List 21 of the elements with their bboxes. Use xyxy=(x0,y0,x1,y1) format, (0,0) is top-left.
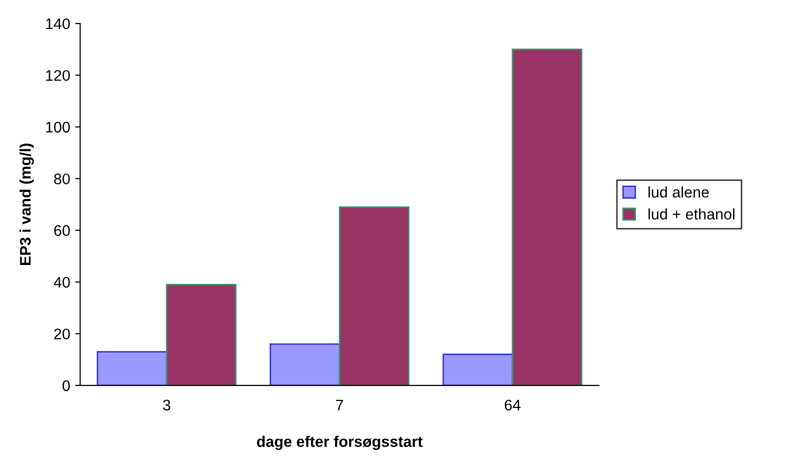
y-tick-label: 40 xyxy=(54,276,70,288)
y-axis-title: EP3 i vand (mg/l) xyxy=(20,144,34,265)
y-tick-label: 140 xyxy=(46,18,70,30)
x-tick-label: 7 xyxy=(336,400,344,410)
bar xyxy=(512,48,582,386)
x-axis-title: dage efter forsøgsstart xyxy=(256,436,423,450)
bar xyxy=(442,354,514,386)
bar xyxy=(166,284,236,386)
bar xyxy=(270,343,340,386)
x-tick-label: 3 xyxy=(162,400,170,411)
y-tick-label: 80 xyxy=(54,173,70,184)
y-tick-label: 120 xyxy=(46,70,70,81)
y-tick-label: 100 xyxy=(46,122,70,133)
y-tick-label: 60 xyxy=(54,225,70,236)
bar xyxy=(338,206,410,386)
legend-label: lud alene xyxy=(648,186,709,198)
bar xyxy=(96,351,168,386)
y-tick-label: 20 xyxy=(54,328,70,340)
y-tick-label: 0 xyxy=(62,380,70,392)
x-tick-label: 64 xyxy=(504,400,521,411)
legend-label: lud + ethanol xyxy=(648,208,734,220)
